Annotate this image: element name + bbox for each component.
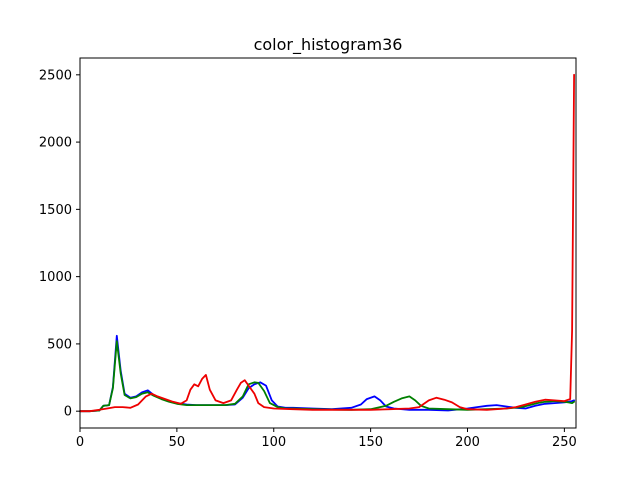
series-layer xyxy=(79,73,575,413)
axes-frame xyxy=(79,57,577,429)
x-tick-label: 250 xyxy=(552,435,577,450)
y-axis: 0 500 1000 1500 2000 2500 xyxy=(39,68,80,420)
series-line-1 xyxy=(79,340,575,413)
x-tick-label: 0 xyxy=(76,435,84,450)
y-tick-label: 2000 xyxy=(39,136,72,151)
x-tick-label: 150 xyxy=(358,435,383,450)
chart-title: color_histogram36 xyxy=(254,35,403,55)
x-axis: 0 50 100 150 200 250 xyxy=(76,428,577,450)
series-line-2 xyxy=(79,73,575,413)
x-tick-label: 200 xyxy=(455,435,480,450)
x-tick-label: 100 xyxy=(261,435,286,450)
y-tick-label: 2500 xyxy=(39,68,72,83)
y-tick-label: 0 xyxy=(64,405,72,420)
series-line-0 xyxy=(79,334,575,413)
y-tick-label: 1500 xyxy=(39,203,72,218)
y-tick-label: 1000 xyxy=(39,270,72,285)
x-tick-label: 50 xyxy=(169,435,186,450)
y-tick-label: 500 xyxy=(47,337,72,352)
plot-area xyxy=(79,57,577,429)
